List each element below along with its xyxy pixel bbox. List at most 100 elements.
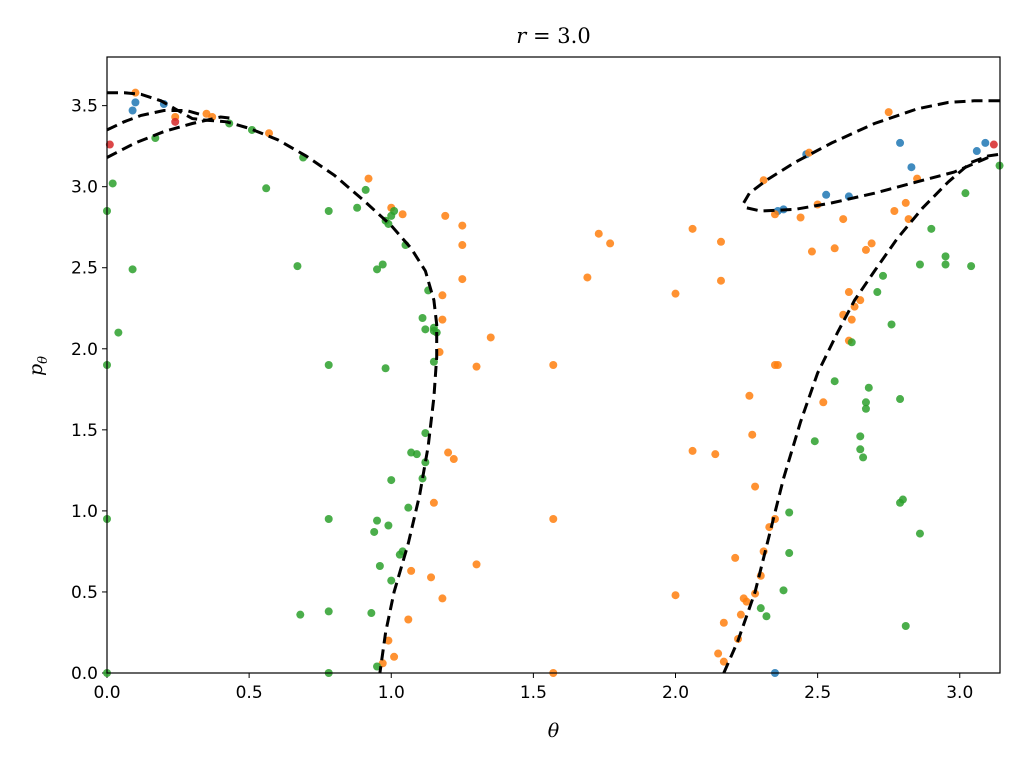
scatter-point-series-2 <box>418 313 427 322</box>
scatter-point-series-2 <box>373 265 382 274</box>
scatter-point-series-2 <box>381 364 390 373</box>
scatter-point-series-1 <box>390 652 399 661</box>
scatter-point-series-1 <box>688 224 697 233</box>
scatter-point-series-2 <box>901 621 910 630</box>
scatter-point-series-2 <box>785 549 794 558</box>
scatter-point-series-1 <box>807 247 816 256</box>
scatter-point-series-1 <box>796 213 805 222</box>
scatter-point-series-2 <box>941 260 950 269</box>
scatter-point-series-1 <box>671 591 680 600</box>
x-tick-label: 0.5 <box>236 683 263 703</box>
scatter-point-series-1 <box>606 239 615 248</box>
scatter-point-series-2 <box>810 437 819 446</box>
scatter-point-series-0 <box>822 190 831 199</box>
scatter-point-series-2 <box>108 179 117 188</box>
scatter-point-series-1 <box>671 289 680 298</box>
scatter-point-series-2 <box>421 429 430 438</box>
scatter-point-series-2 <box>896 395 905 404</box>
scatter-point-series-2 <box>373 516 382 525</box>
scatter-point-series-2 <box>324 207 333 215</box>
y-axis-label: pθ <box>25 356 51 376</box>
scatter-point-series-2 <box>293 262 302 271</box>
scatter-point-series-2 <box>395 550 404 559</box>
dashed-curve <box>106 115 236 159</box>
scatter-point-series-2 <box>785 508 794 517</box>
scatter-point-series-1 <box>844 288 853 297</box>
scatter-point-series-2 <box>421 325 430 334</box>
scatter-point-series-2 <box>421 458 430 467</box>
scatter-point-series-1 <box>444 448 453 457</box>
scatter-point-series-2 <box>418 474 427 483</box>
scatter-point-series-2 <box>856 432 865 441</box>
scatter-point-series-2 <box>384 521 393 530</box>
scatter-point-series-1 <box>472 560 481 569</box>
scatter-point-series-1 <box>438 291 447 300</box>
scatter-point-series-2 <box>961 189 970 198</box>
x-tick-label: 2.5 <box>804 683 831 703</box>
scatter-point-series-2 <box>375 562 384 571</box>
scatter-point-series-1 <box>549 515 558 523</box>
scatter-point-series-2 <box>898 495 907 504</box>
scatter-point-series-2 <box>915 260 924 269</box>
plot-frame <box>106 56 1001 674</box>
scatter-point-series-2 <box>873 288 882 297</box>
scatter-point-series-1 <box>716 237 725 246</box>
scatter-point-series-1 <box>805 148 814 157</box>
scatter-point-series-1 <box>438 315 447 324</box>
x-tick-label: 0.0 <box>93 683 120 703</box>
scatter-point-series-1 <box>438 594 447 603</box>
scatter-point-series-1 <box>819 398 828 407</box>
scatter-point-series-2 <box>856 445 865 454</box>
scatter-point-series-1 <box>770 210 779 219</box>
scatter-point-series-2 <box>390 207 399 215</box>
scatter-point-series-2 <box>861 404 870 413</box>
dashed-curves <box>106 91 1000 674</box>
scatter-point-series-1 <box>404 615 413 624</box>
scatter-point-series-3 <box>171 117 180 126</box>
scatter-point-series-1 <box>901 198 910 207</box>
scatter-point-series-2 <box>247 125 256 134</box>
scatter-point-series-1 <box>745 391 754 400</box>
scatter-point-series-2 <box>114 328 123 337</box>
scatter-point-series-0 <box>907 163 916 172</box>
scatter-point-series-2 <box>779 586 788 595</box>
y-tick-label: 0.5 <box>71 583 98 603</box>
scatter-point-series-2 <box>927 224 936 233</box>
y-tick-label: 2.0 <box>71 340 98 360</box>
scatter-point-series-3 <box>105 140 114 149</box>
scatter-point-series-1 <box>748 430 757 439</box>
scatter-point-series-2 <box>262 184 271 193</box>
scatter-point-series-1 <box>731 553 740 562</box>
y-tick-label: 0.0 <box>71 664 98 684</box>
scatter-point-series-2 <box>859 453 868 462</box>
scatter-point-series-2 <box>967 262 976 271</box>
scatter-point-series-1 <box>773 361 782 369</box>
y-tick-label: 2.5 <box>71 259 98 279</box>
scatter-point-series-1 <box>867 239 876 248</box>
scatter-point-series-2 <box>296 610 305 619</box>
scatter-point-series-1 <box>427 573 436 582</box>
x-tick-label: 1.5 <box>520 683 547 703</box>
scatter-point-series-1 <box>458 241 467 250</box>
scatter-point-series-1 <box>398 210 407 219</box>
y-axis-ticks: 0.0 0.5 1.0 1.5 2.0 2.5 3.0 3.5 <box>71 97 107 684</box>
scatter-point-series-1 <box>688 446 697 455</box>
scatter-point-series-3 <box>989 140 998 149</box>
scatter-point-series-2 <box>324 515 333 523</box>
scatter-point-series-2 <box>404 503 413 512</box>
scatter-point-series-1 <box>711 450 720 459</box>
scatter-point-series-1 <box>458 221 467 230</box>
scatter-point-series-2 <box>756 604 765 613</box>
scatter-point-series-1 <box>751 482 760 491</box>
scatter-point-series-2 <box>361 185 370 194</box>
scatter-point-series-1 <box>583 273 592 282</box>
scatter-point-series-2 <box>412 450 421 459</box>
x-axis-ticks: 0.0 0.5 1.0 1.5 2.0 2.5 3.0 <box>93 673 973 703</box>
scatter-point-series-2 <box>864 383 873 392</box>
scatter-point-series-2 <box>324 361 333 369</box>
scatter-points <box>103 88 1004 677</box>
dashed-curve <box>106 109 205 132</box>
scatter-point-series-0 <box>896 138 905 147</box>
x-tick-label: 3.0 <box>946 683 973 703</box>
scatter-point-series-1 <box>830 244 839 253</box>
